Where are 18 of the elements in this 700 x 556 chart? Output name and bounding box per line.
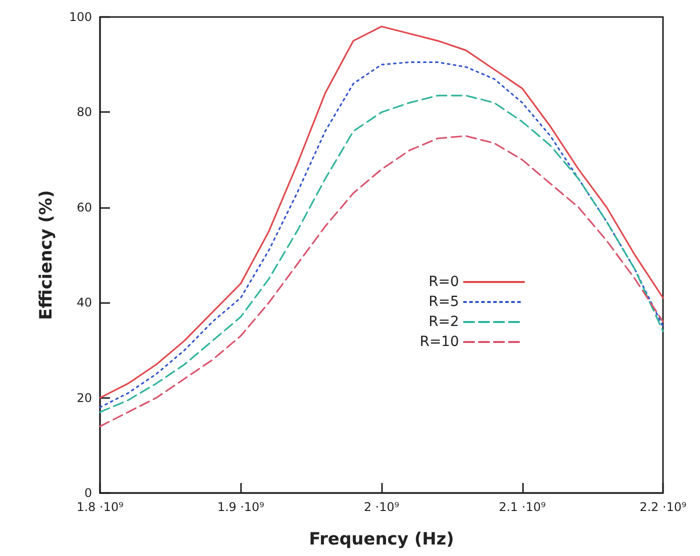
x-tick-label: 2.1 ·10⁹ (498, 500, 546, 514)
legend-label: R=5 (428, 294, 459, 310)
line-series (99, 135, 664, 428)
y-tick-label: 60 (76, 200, 92, 214)
y-axis-title: Efficiency (%) (36, 190, 56, 320)
x-tick-label: 1.9 ·10⁹ (217, 500, 264, 514)
x-tick-label: 2 ·10⁹ (364, 500, 400, 514)
legend-label: R=10 (420, 334, 459, 350)
y-tick-label: 80 (76, 105, 92, 120)
y-tick-label: 40 (76, 296, 92, 310)
x-tick-label: 2.2 ·10⁹ (640, 500, 687, 514)
y-tick-label: 100 (69, 10, 92, 24)
y-tick-label: 0 (84, 486, 92, 500)
x-axis-title: Frequency (Hz) (308, 530, 454, 550)
legend-label: R=2 (428, 314, 459, 330)
y-tick-label: 20 (76, 390, 92, 405)
legend-label: R=0 (428, 274, 459, 290)
x-tick-label: 1.8 ·10⁹ (76, 500, 124, 514)
